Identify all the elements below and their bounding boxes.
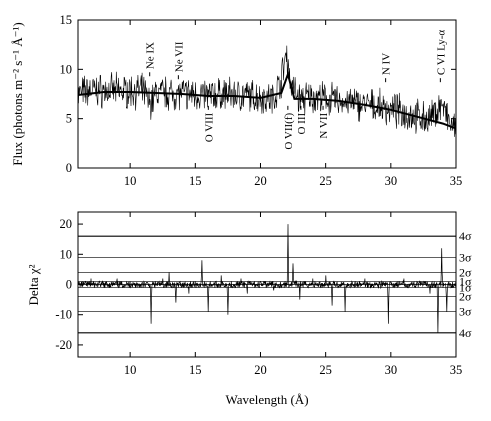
residual-ticks: 10 15 20 25 30 35 -20 -10 0 10 20: [55, 212, 462, 377]
annotation-label: Ne IX: [145, 42, 157, 69]
x-tick-label: 10: [124, 174, 137, 188]
y-tick-label: 10: [60, 62, 73, 76]
annotation-label: C VI Ly-α: [435, 30, 447, 76]
y-tick-label: 0: [66, 278, 72, 292]
line-annotation: O III: [296, 105, 308, 135]
spectrum-panel: 10 15 20 25 30 35 0 5 10 15 Ne IX Ne VII O VIII O VI…: [10, 13, 462, 188]
annotation-label: N IV: [381, 53, 393, 75]
line-annotation: N IV: [381, 53, 393, 83]
line-annotation: Ne IX: [145, 42, 157, 77]
spectrum-y-axis-title: Flux (photons m⁻² s⁻¹ Å⁻¹): [10, 22, 25, 166]
x-tick-label: 20: [254, 174, 267, 188]
y-tick-label: 20: [60, 217, 73, 231]
x-tick-label: 20: [254, 363, 267, 377]
line-annotations: Ne IX Ne VII O VIII O VII(f) O III N VII N IV C…: [145, 30, 448, 150]
y-tick-label: 0: [66, 161, 72, 175]
residual-data-layer: [77, 224, 457, 333]
sigma-label: 2σ: [459, 290, 472, 304]
y-tick-label: 5: [66, 112, 72, 126]
x-tick-label: 25: [319, 174, 332, 188]
annotation-label: N VII: [318, 113, 330, 139]
y-tick-label: 15: [60, 13, 73, 27]
sigma-label: 4σ: [459, 229, 472, 243]
annotation-label: Ne VII: [173, 41, 185, 72]
spectrum-ticks: 10 15 20 25 30 35 0 5 10 15: [60, 13, 463, 188]
annotation-label: O VIII: [203, 113, 215, 143]
sigma-label: 3σ: [459, 250, 472, 264]
sigma-label: 3σ: [459, 305, 472, 319]
sigma-label: 1σ: [459, 274, 472, 288]
x-tick-label: 30: [385, 174, 398, 188]
sigma-label: 2σ: [459, 265, 472, 279]
residual-y-axis-title: Delta χ²: [26, 264, 41, 305]
x-tick-label: 35: [450, 363, 463, 377]
x-axis-title: Wavelength (Å): [225, 392, 308, 407]
x-tick-label: 35: [450, 174, 463, 188]
x-tick-label: 10: [124, 363, 137, 377]
y-tick-label: -20: [55, 338, 72, 352]
y-tick-label: 10: [60, 247, 73, 261]
x-tick-label: 25: [319, 363, 332, 377]
x-tick-label: 15: [189, 363, 202, 377]
spectrum-data-layer: [77, 45, 457, 137]
residual-line: [77, 224, 457, 333]
spectrum-data-line: [77, 45, 457, 137]
x-tick-label: 15: [189, 174, 202, 188]
line-annotation: N VII: [318, 105, 330, 139]
sigma-label: 1σ: [459, 281, 472, 295]
line-annotation: O VII(f): [283, 105, 295, 150]
annotation-label: O III: [296, 113, 308, 135]
sigma-label: 4σ: [459, 326, 472, 340]
line-annotation: O VIII: [203, 105, 215, 143]
y-tick-label: -10: [55, 308, 72, 322]
line-annotation: Ne VII: [173, 41, 185, 80]
x-tick-label: 30: [385, 363, 398, 377]
line-annotation: C VI Ly-α: [435, 30, 447, 83]
annotation-label: O VII(f): [283, 113, 295, 150]
